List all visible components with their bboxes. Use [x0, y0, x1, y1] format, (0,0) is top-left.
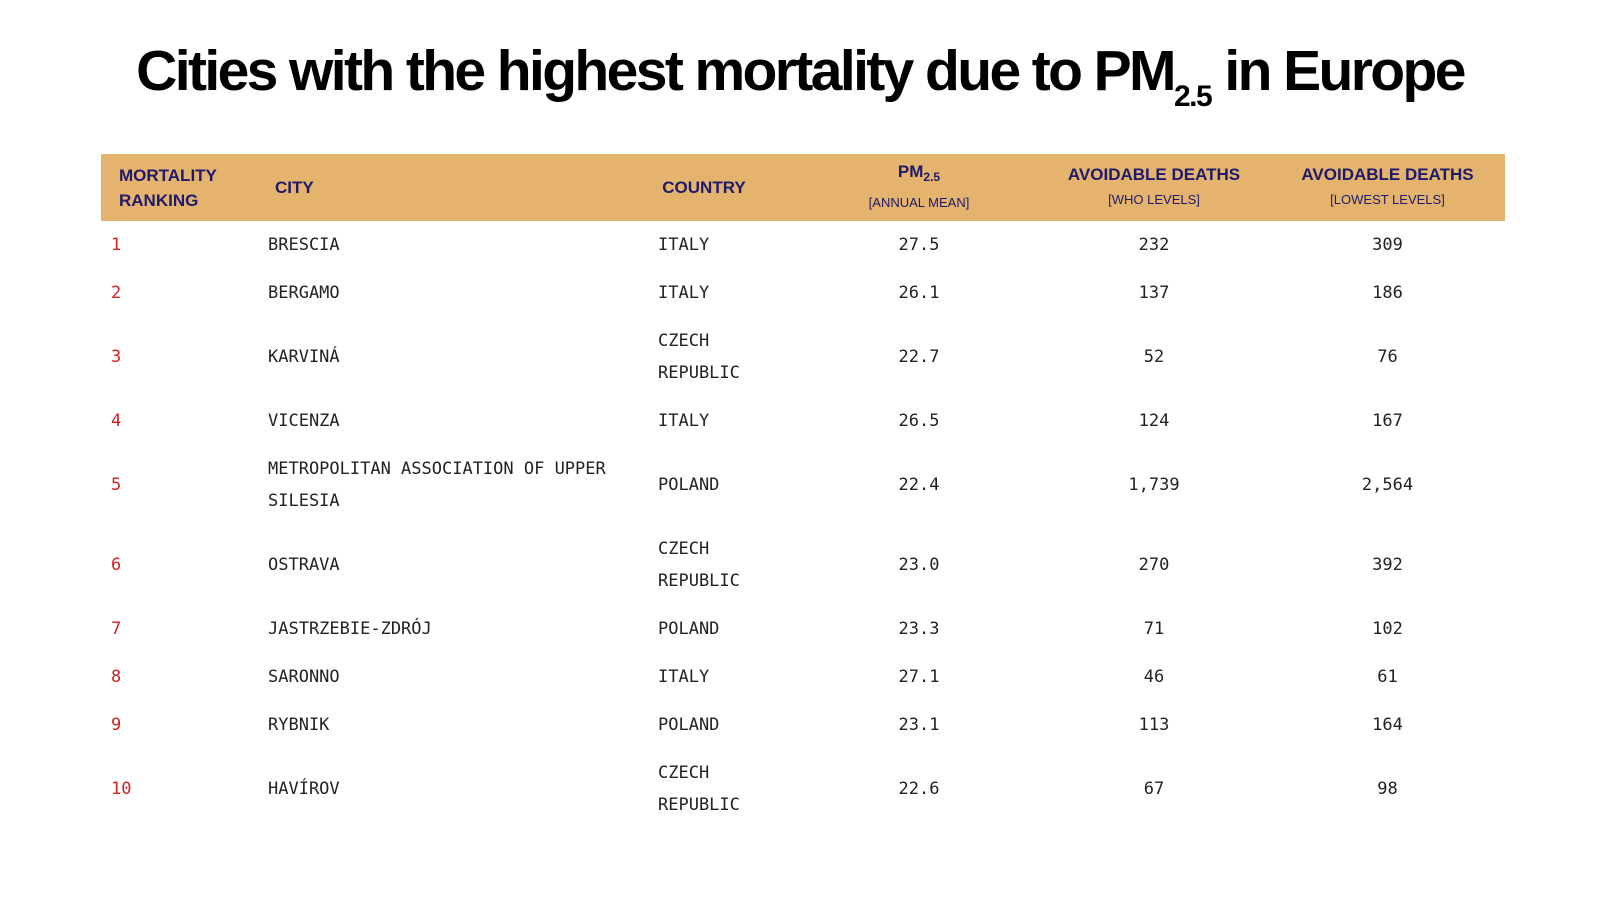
table-cell: CZECH REPUBLIC: [658, 763, 740, 815]
table-cell: 27.5: [898, 235, 940, 255]
column-title: AVOIDABLE DEATHS: [1301, 165, 1474, 184]
table-cell: 22.7: [898, 347, 940, 367]
table-cell: 1: [111, 235, 122, 255]
table-cell: BERGAMO: [268, 283, 340, 303]
table-cell: 186: [1372, 283, 1403, 303]
table-row: 6 OSTRAVA CZECH REPUBLIC 23.0 270 392: [101, 525, 1505, 605]
table-cell: 9: [111, 715, 122, 735]
column-title: AVOIDABLE DEATHS: [1067, 165, 1241, 184]
table-cell: 270: [1138, 555, 1170, 575]
table-body: 1 BRESCIA ITALY 27.5 232 309 2 BERGAMO ITALY 26.1…: [101, 221, 1505, 829]
table-row: 9 RYBNIK POLAND 23.1 113 164: [101, 701, 1505, 749]
table-row: 10 HAVÍROV CZECH REPUBLIC 22.6 67 98: [101, 749, 1505, 829]
table-cell: ITALY: [658, 235, 710, 255]
table-cell: 67: [1143, 779, 1165, 799]
table-cell: 10: [111, 779, 132, 799]
column-title-subscript: 2.5: [923, 170, 941, 184]
table-cell: POLAND: [658, 475, 720, 495]
table-cell: JASTRZEBIE-ZDRÓJ: [268, 619, 432, 639]
table-cell: CZECH REPUBLIC: [658, 539, 740, 591]
table-cell: 167: [1372, 411, 1403, 431]
column-title: PM: [897, 162, 924, 181]
title-subscript: 2.5: [1173, 80, 1213, 113]
table-cell: 309: [1372, 235, 1403, 255]
column-subtitle: [WHO LEVELS]: [1108, 192, 1200, 207]
table-row: 4 VICENZA ITALY 26.5 124 167: [101, 397, 1505, 445]
table-cell: 3: [111, 347, 122, 367]
column-header: AVOIDABLE DEATHS [LOWEST LEVELS]: [1270, 154, 1505, 221]
table-cell: 52: [1143, 347, 1165, 367]
ranking-table: MORTALITY RANKING CITY COUNTRY PM2.5 [ANNUAL…: [101, 154, 1505, 829]
title-text: in Europe: [1211, 39, 1466, 103]
table-cell: 2,564: [1361, 475, 1414, 495]
table-cell: 8: [111, 667, 122, 687]
table-cell: 6: [111, 555, 122, 575]
table-cell: METROPOLITAN ASSOCIATION OF UPPER SILESI…: [268, 459, 606, 511]
table-cell: 2: [111, 283, 122, 303]
table-row: 8 SARONNO ITALY 27.1 46 61: [101, 653, 1505, 701]
table-cell: 7: [111, 619, 122, 639]
table-cell: POLAND: [658, 715, 720, 735]
table-cell: 137: [1138, 283, 1170, 303]
table-cell: 61: [1377, 667, 1398, 687]
table-cell: CZECH REPUBLIC: [658, 331, 740, 383]
table-cell: 392: [1372, 555, 1403, 575]
column-title: MORTALITY RANKING: [119, 165, 217, 210]
column-subtitle: [LOWEST LEVELS]: [1330, 192, 1445, 207]
table-cell: OSTRAVA: [268, 555, 340, 575]
table-cell: 22.4: [898, 475, 940, 495]
column-title: CITY: [275, 178, 314, 197]
table-cell: ITALY: [658, 283, 710, 303]
table-row: 2 BERGAMO ITALY 26.1 137 186: [101, 269, 1505, 317]
table-cell: 113: [1138, 715, 1170, 735]
table-header: MORTALITY RANKING CITY COUNTRY PM2.5 [ANNUAL…: [101, 154, 1505, 221]
table-row: 5 METROPOLITAN ASSOCIATION OF UPPER SILES…: [101, 445, 1505, 525]
table-cell: 23.3: [898, 619, 940, 639]
table-row: 3 KARVINÁ CZECH REPUBLIC 22.7 52 76: [101, 317, 1505, 397]
table-cell: 23.1: [898, 715, 940, 735]
table-cell: 4: [111, 411, 122, 431]
table-cell: HAVÍROV: [268, 779, 340, 799]
header-row: MORTALITY RANKING CITY COUNTRY PM2.5 [ANNUAL…: [101, 154, 1505, 221]
table-cell: 23.0: [898, 555, 940, 575]
table-cell: 5: [111, 475, 122, 495]
table-cell: VICENZA: [268, 411, 340, 431]
table-cell: POLAND: [658, 619, 720, 639]
table-cell: 98: [1377, 779, 1398, 799]
table-cell: SARONNO: [268, 667, 340, 687]
table-cell: 102: [1372, 619, 1403, 639]
table-cell: 26.5: [898, 411, 940, 431]
column-subtitle: [ANNUAL MEAN]: [868, 195, 970, 210]
table-cell: 164: [1372, 715, 1403, 735]
column-header: CITY: [258, 154, 648, 221]
table-cell: BRESCIA: [268, 235, 340, 255]
table-row: 1 BRESCIA ITALY 27.5 232 309: [101, 221, 1505, 269]
column-header: PM2.5 [ANNUAL MEAN]: [800, 154, 1038, 221]
table-cell: 76: [1377, 347, 1398, 367]
title-text: Cities with the highest mortality due to…: [136, 39, 1176, 103]
table-cell: ITALY: [658, 411, 710, 431]
table-cell: 26.1: [898, 283, 940, 303]
table-cell: 1,739: [1128, 475, 1180, 495]
table-cell: 71: [1143, 619, 1165, 639]
table-cell: 27.1: [898, 667, 940, 687]
table-cell: RYBNIK: [268, 715, 330, 735]
table-cell: 22.6: [898, 779, 940, 799]
column-header: MORTALITY RANKING: [101, 154, 258, 221]
table-cell: 232: [1138, 235, 1170, 255]
table-cell: ITALY: [658, 667, 710, 687]
column-title: COUNTRY: [662, 178, 746, 197]
title: Cities with the highest mortality due to…: [0, 38, 1600, 114]
column-header: AVOIDABLE DEATHS [WHO LEVELS]: [1038, 154, 1270, 221]
table-cell: KARVINÁ: [268, 347, 340, 367]
column-header: COUNTRY: [648, 154, 800, 221]
table-cell: 46: [1143, 667, 1165, 687]
table-cell: 124: [1138, 411, 1170, 431]
table-row: 7 JASTRZEBIE-ZDRÓJ POLAND 23.3 71 102: [101, 605, 1505, 653]
